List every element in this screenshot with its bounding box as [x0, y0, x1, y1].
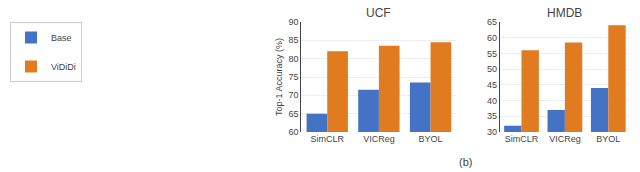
- svg-text:HMDB: HMDB: [547, 6, 582, 20]
- svg-text:55: 55: [487, 49, 497, 59]
- svg-text:40: 40: [487, 96, 497, 106]
- svg-text:Base: Base: [51, 33, 72, 43]
- svg-text:35: 35: [487, 111, 497, 121]
- svg-text:65: 65: [289, 109, 299, 119]
- svg-text:80: 80: [289, 54, 299, 64]
- svg-text:45: 45: [487, 80, 497, 90]
- svg-text:60: 60: [289, 127, 299, 137]
- svg-text:ViDiDi: ViDiDi: [51, 62, 76, 72]
- svg-text:VICReg: VICReg: [549, 134, 581, 144]
- svg-text:SimCLR: SimCLR: [505, 134, 539, 144]
- svg-text:50: 50: [487, 64, 497, 74]
- svg-text:BYOL: BYOL: [419, 134, 443, 144]
- svg-text:BYOL: BYOL: [596, 134, 620, 144]
- svg-text:SimCLR: SimCLR: [310, 134, 344, 144]
- svg-text:70: 70: [289, 90, 299, 100]
- svg-text:30: 30: [487, 127, 497, 137]
- svg-text:UCF: UCF: [366, 6, 391, 20]
- svg-text:65: 65: [487, 17, 497, 27]
- svg-text:(b): (b): [459, 156, 472, 168]
- svg-text:90: 90: [289, 17, 299, 27]
- svg-text:Top-1 Accuracy (%): Top-1 Accuracy (%): [274, 38, 284, 116]
- svg-text:75: 75: [289, 72, 299, 82]
- svg-text:VICReg: VICReg: [363, 134, 395, 144]
- svg-text:85: 85: [289, 35, 299, 45]
- svg-text:60: 60: [487, 33, 497, 43]
